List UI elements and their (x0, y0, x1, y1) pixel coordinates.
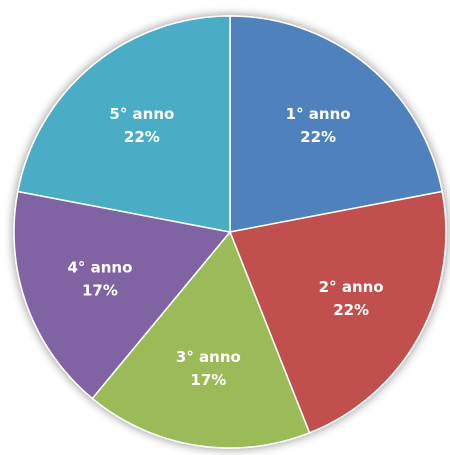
pie (13, 15, 447, 449)
slice (229, 15, 444, 233)
value-label: 17% (190, 371, 226, 389)
value-label: 17% (82, 281, 118, 299)
slice (91, 230, 311, 449)
slice-label: 4° anno (67, 258, 132, 276)
slice-label: 5° anno (109, 105, 174, 123)
value-label: 22% (300, 128, 336, 146)
labels: 1° anno 22% 2° anno 22% 3° anno 17% 4° anno 17%… (67, 105, 383, 389)
slice-label: 3° anno (176, 348, 241, 366)
value-label: 22% (333, 301, 369, 319)
value-label: 22% (124, 128, 160, 146)
slice (228, 190, 447, 434)
slice-label: 2° anno (319, 278, 384, 296)
slice (16, 15, 231, 233)
slice-label: 1° anno (286, 105, 351, 123)
slice (13, 190, 232, 400)
